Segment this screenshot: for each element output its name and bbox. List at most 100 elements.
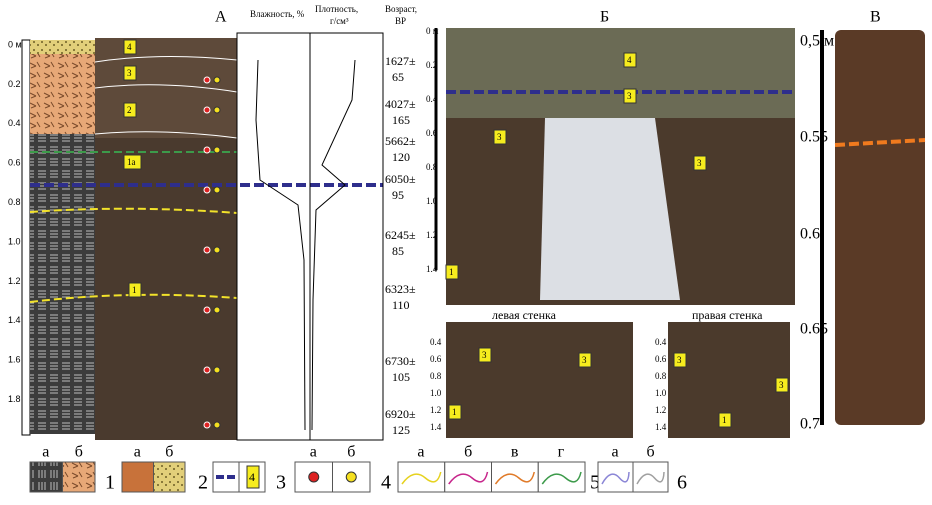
- legend-sublabel: а: [310, 444, 317, 461]
- age-error: 125: [392, 423, 410, 437]
- depth-tick: 1.2: [430, 405, 441, 415]
- legend-sublabel: а: [42, 444, 49, 461]
- depth-tick: 1.4: [655, 422, 667, 432]
- age-error: 120: [392, 150, 410, 164]
- depth-tick: 0.4: [426, 94, 438, 104]
- layer-label: 3: [677, 355, 682, 365]
- depth-tick: 0.2: [8, 79, 21, 89]
- depth-tick: 0.4: [430, 337, 442, 347]
- age-error: 85: [392, 244, 404, 258]
- layer-label: 1: [449, 267, 454, 277]
- sample-dot: [204, 77, 210, 83]
- depth-tick: 0.4: [8, 118, 21, 128]
- legend-cell: [398, 462, 445, 492]
- depth-tick: 0.6: [430, 354, 442, 364]
- depth-tick: 0.6: [655, 354, 667, 364]
- age-error: 95: [392, 188, 404, 202]
- photo-a-top: [95, 38, 237, 138]
- sample-dot: [214, 307, 220, 313]
- depth-tick: 1.6: [8, 355, 21, 365]
- loam-pattern: [30, 134, 95, 434]
- photo-left-wall: [446, 322, 633, 438]
- depth-tick: 0 м: [426, 26, 439, 36]
- age: 6730±: [385, 354, 416, 368]
- sample-dot: [204, 422, 210, 428]
- layer-label: 3: [697, 158, 702, 168]
- depth-tick: 1.4: [430, 422, 442, 432]
- moisture-curve: [256, 60, 305, 430]
- age-error: 105: [392, 370, 410, 384]
- legend-sublabel: а: [134, 444, 141, 461]
- sample-dot: [214, 367, 220, 373]
- layer-label: 1: [722, 415, 727, 425]
- layer-4-pattern: [30, 40, 95, 54]
- legend-number: 3: [276, 472, 286, 494]
- panel-letter: В: [870, 9, 881, 26]
- legend-sublabel: в: [511, 444, 519, 461]
- sample-dot: [214, 77, 220, 83]
- sample-dot: [204, 107, 210, 113]
- legend-dot: [346, 472, 356, 482]
- layer-label: 3: [779, 380, 784, 390]
- depth-tick: 0.7: [800, 416, 820, 433]
- depth-tick: 1.2: [655, 405, 666, 415]
- legend-sublabel: б: [647, 444, 655, 461]
- wall-caption: левая стенка: [492, 308, 557, 322]
- legend-number: 1: [105, 472, 115, 494]
- sample-dot: [214, 107, 220, 113]
- legend-cell: [445, 462, 492, 492]
- depth-tick: 1.4: [426, 264, 438, 274]
- depth-tick: 0.8: [426, 162, 438, 172]
- depth-tick: 0.8: [430, 371, 442, 381]
- layer-label: 4: [127, 42, 132, 52]
- sample-dot: [204, 307, 210, 313]
- legend-sublabel: а: [612, 444, 619, 461]
- sample-dot: [204, 367, 210, 373]
- depth-tick: 1.0: [8, 236, 21, 246]
- page: {"panel_a":{"letter":"А","depth_ticks":[…: [0, 0, 932, 500]
- photo-c: [835, 30, 925, 425]
- panel-letter: А: [215, 9, 227, 26]
- depth-tick: 1.0: [655, 388, 667, 398]
- density-curve: [312, 60, 355, 430]
- column-header: г/см³: [330, 16, 349, 26]
- age: 5662±: [385, 134, 416, 148]
- age-error: 110: [392, 298, 410, 312]
- legend-dot: [309, 472, 319, 482]
- peat-pattern: [30, 54, 95, 134]
- layer-label: 1а: [127, 157, 136, 167]
- depth-tick: 1.2: [8, 276, 21, 286]
- column-header: Плотность,: [315, 4, 358, 14]
- legend-number: 4: [381, 472, 391, 494]
- legend-cell: [538, 462, 585, 492]
- depth-tick: 1.4: [8, 315, 21, 325]
- depth-tick: 0.4: [655, 337, 667, 347]
- layer-label: 3: [627, 91, 632, 101]
- legend-sublabel: б: [464, 444, 472, 461]
- sample-dot: [204, 147, 210, 153]
- depth-tick: 1.8: [8, 394, 21, 404]
- depth-tick: 0.6: [426, 128, 438, 138]
- wall-caption: правая стенка: [692, 308, 763, 322]
- photo-b-top: [446, 28, 795, 118]
- depth-tick: 0 м: [8, 39, 22, 49]
- column-header: ВР: [395, 16, 406, 26]
- age: 6245±: [385, 228, 416, 242]
- legend-sublabel: г: [558, 444, 565, 461]
- age-error: 165: [392, 113, 410, 127]
- sample-dot: [204, 187, 210, 193]
- legend-number: 2: [198, 472, 208, 494]
- panel-letter: Б: [600, 9, 609, 26]
- legend-sublabel: б: [165, 444, 173, 461]
- depth-tick: 0.8: [655, 371, 667, 381]
- layer-label: 3: [127, 68, 132, 78]
- layer-label: 4: [627, 55, 632, 65]
- depth-tick: 1.2: [426, 230, 437, 240]
- legend-cell: [30, 462, 63, 492]
- age: 4027±: [385, 97, 416, 111]
- layer-label: 1: [452, 407, 457, 417]
- depth-tick: 1.0: [430, 388, 442, 398]
- layer-label: 3: [582, 355, 587, 365]
- depth-tick: 0.6: [800, 226, 820, 243]
- sample-dot: [214, 247, 220, 253]
